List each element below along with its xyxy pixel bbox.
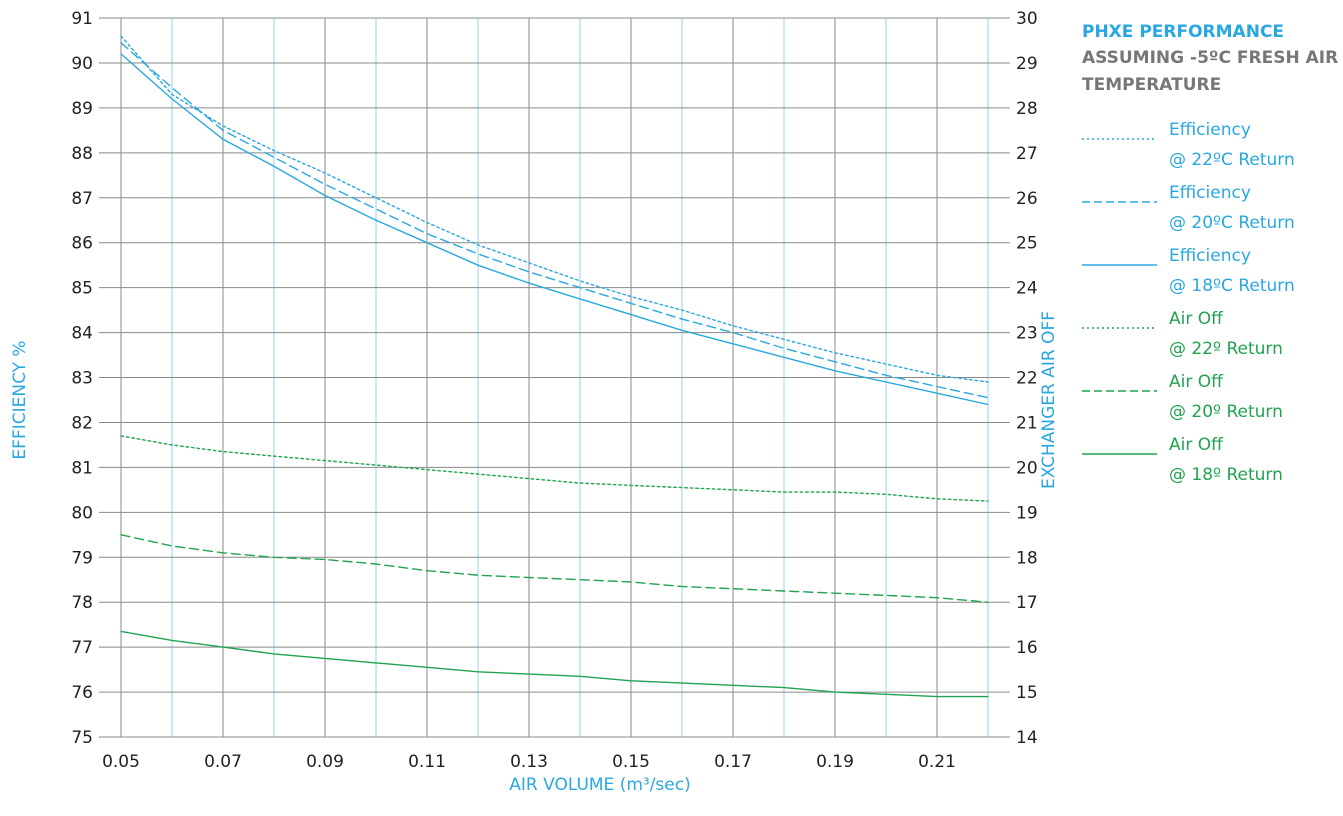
y-tick-label-right: 15: [1016, 683, 1038, 703]
y-tick-label-left: 88: [71, 144, 93, 164]
series-line-efficiency-18-c-return: [120, 53, 989, 406]
x-tick-label: 0.19: [816, 752, 854, 772]
y-tick-label-right: 26: [1016, 189, 1038, 209]
y-tick-label-left: 82: [71, 413, 93, 433]
y-tick-label-left: 90: [71, 54, 93, 74]
series-line-efficiency-20-c-return: [120, 42, 989, 399]
y-tick-label-right: 29: [1016, 54, 1038, 74]
legend-item-efficiency-22: Efficiency @ 22ºC Return: [1082, 115, 1342, 178]
y-tick-label-right: 17: [1016, 593, 1038, 613]
legend-sublabel: @ 18ºC Return: [1169, 276, 1295, 296]
legend-label: Efficiency: [1169, 183, 1251, 203]
legend-label: Efficiency: [1169, 120, 1251, 140]
y-tick-label-right: 18: [1016, 548, 1038, 568]
legend-item-air-off-18: Air Off @ 18º Return: [1082, 430, 1342, 493]
legend-sublabel: @ 20ºC Return: [1169, 213, 1295, 233]
legend-panel: PHXE PERFORMANCE ASSUMING -5ºC FRESH AIR…: [1082, 20, 1342, 493]
y-tick-label-right: 30: [1016, 9, 1038, 29]
y-tick-label-left: 83: [71, 369, 93, 389]
legend-swatch-efficiency-20: [1082, 201, 1157, 203]
legend-sublabel: @ 20º Return: [1169, 402, 1283, 422]
y-tick-label-left: 76: [71, 683, 93, 703]
series-line-air-off-18-return: [120, 630, 989, 698]
legend-subtitle: ASSUMING -5ºC FRESH AIR TEMPERATURE: [1082, 48, 1339, 95]
y-tick-label-right: 27: [1016, 144, 1038, 164]
y-tick-label-left: 87: [71, 189, 93, 209]
y-tick-label-right: 20: [1016, 458, 1038, 478]
series-line-air-off-20-return: [120, 534, 989, 603]
y-tick-label-left: 80: [71, 503, 93, 523]
series-line-efficiency-22-c-return: [120, 35, 989, 383]
y-tick-label-right: 21: [1016, 413, 1038, 433]
series-line-air-off-22-return: [120, 435, 989, 502]
y-tick-label-left: 78: [71, 593, 93, 613]
legend-swatch-air-off-20: [1082, 390, 1157, 392]
y-axis-title-left: EFFICIENCY %: [10, 340, 30, 459]
x-tick-label: 0.09: [306, 752, 344, 772]
legend-label: Air Off: [1169, 372, 1223, 392]
legend-items: Efficiency @ 22ºC Return Efficiency @ 20…: [1082, 115, 1342, 493]
legend-label: Efficiency: [1169, 246, 1251, 266]
legend-sublabel: @ 22ºC Return: [1169, 150, 1295, 170]
x-tick-label: 0.11: [408, 752, 446, 772]
y-tick-label-right: 16: [1016, 638, 1038, 658]
chart-grid: [99, 17, 1010, 738]
y-tick-label-left: 79: [71, 548, 93, 568]
y-tick-label-left: 81: [71, 458, 93, 478]
y-tick-label-left: 77: [71, 638, 93, 658]
y-tick-label-left: 91: [71, 9, 93, 29]
legend-item-air-off-20: Air Off @ 20º Return: [1082, 367, 1342, 430]
x-tick-label: 0.13: [510, 752, 548, 772]
y-tick-label-right: 24: [1016, 279, 1038, 299]
legend-swatch-efficiency-22: [1082, 138, 1157, 140]
legend-item-efficiency-18: Efficiency @ 18ºC Return: [1082, 241, 1342, 304]
chart-axes: 75 76 77 78 79 80 81 82 83 84 85 86 87 88 89 90 91 14 15 16…: [71, 9, 1037, 772]
y-tick-label-left: 85: [71, 279, 93, 299]
legend-swatch-air-off-18: [1082, 453, 1157, 455]
y-tick-label-right: 28: [1016, 99, 1038, 119]
x-tick-label: 0.05: [102, 752, 140, 772]
x-tick-label: 0.15: [612, 752, 650, 772]
x-axis-title: AIR VOLUME (m³/sec): [509, 775, 690, 795]
y-tick-label-right: 14: [1016, 728, 1038, 748]
x-tick-label: 0.17: [714, 752, 752, 772]
y-tick-label-left: 84: [71, 324, 93, 344]
y-tick-label-left: 75: [71, 728, 93, 748]
y-tick-label-right: 25: [1016, 234, 1038, 254]
y-tick-label-left: 86: [71, 234, 93, 254]
y-tick-label-right: 22: [1016, 369, 1038, 389]
legend-swatch-efficiency-18: [1082, 264, 1157, 266]
y-tick-label-right: 19: [1016, 503, 1038, 523]
legend-item-air-off-22: Air Off @ 22º Return: [1082, 304, 1342, 367]
y-tick-label-left: 89: [71, 99, 93, 119]
legend-item-efficiency-20: Efficiency @ 20ºC Return: [1082, 178, 1342, 241]
y-axis-title-right: EXCHANGER AIR OFF: [1039, 311, 1059, 489]
legend-swatch-air-off-22: [1082, 327, 1157, 329]
legend-label: Air Off: [1169, 309, 1223, 329]
legend-title: PHXE PERFORMANCE: [1082, 22, 1285, 42]
y-tick-label-right: 23: [1016, 324, 1038, 344]
legend-label: Air Off: [1169, 435, 1223, 455]
x-tick-label: 0.07: [204, 752, 242, 772]
legend-sublabel: @ 18º Return: [1169, 465, 1283, 485]
legend-sublabel: @ 22º Return: [1169, 339, 1283, 359]
x-tick-label: 0.21: [918, 752, 956, 772]
chart-series: [120, 35, 989, 698]
